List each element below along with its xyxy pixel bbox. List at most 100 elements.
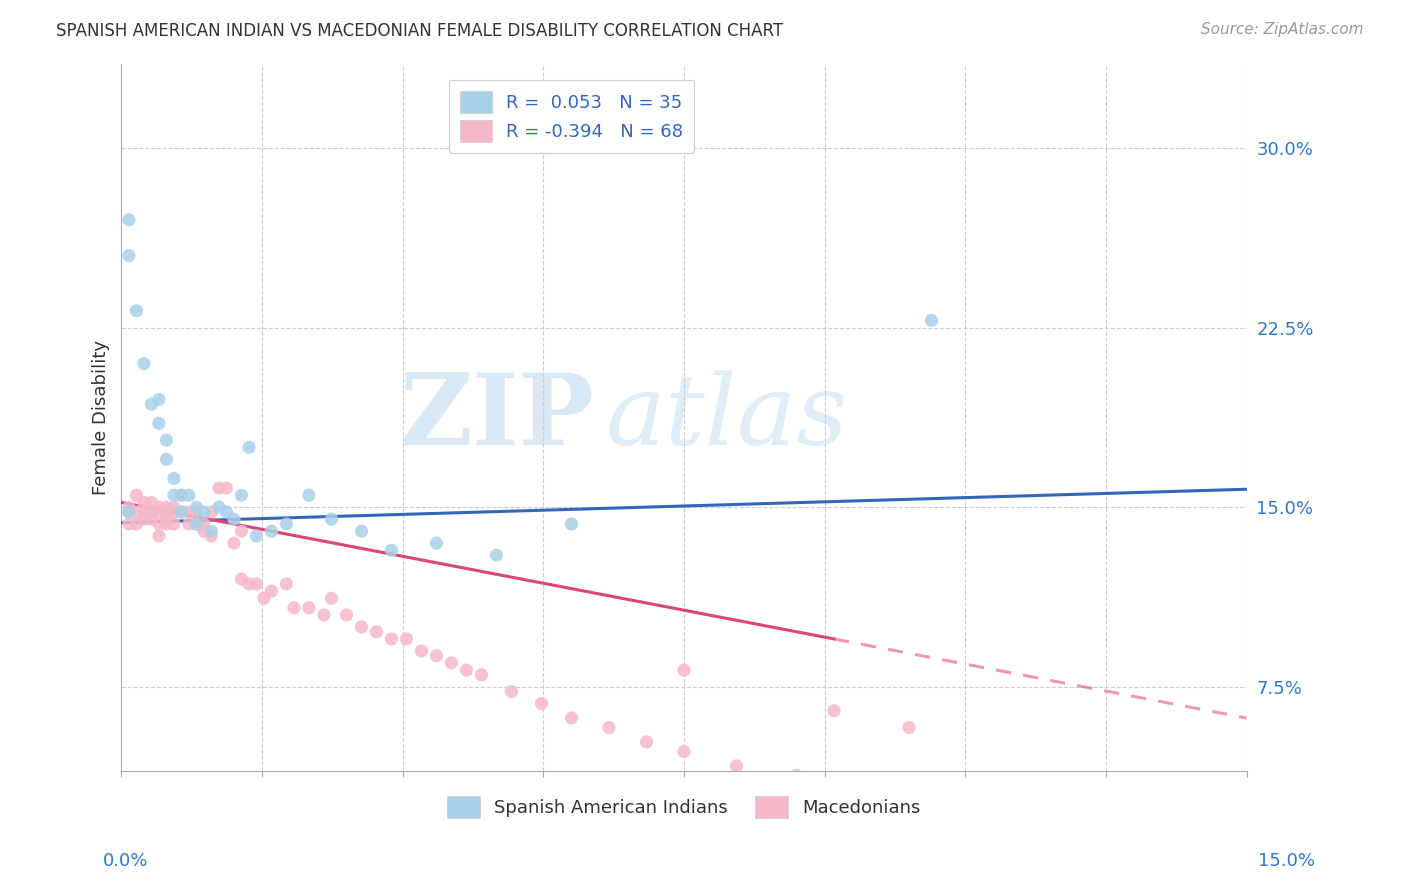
Point — [148, 505, 170, 519]
Point — [118, 212, 141, 227]
Point — [560, 711, 582, 725]
Point — [118, 505, 141, 519]
Point — [786, 768, 808, 782]
Point — [253, 591, 276, 606]
Point — [155, 512, 177, 526]
Point — [155, 452, 177, 467]
Point — [366, 624, 388, 639]
Text: ZIP: ZIP — [399, 369, 593, 466]
Point — [260, 584, 283, 599]
Point — [298, 600, 321, 615]
Point — [921, 313, 943, 327]
Point — [425, 536, 447, 550]
Point — [148, 529, 170, 543]
Point — [283, 600, 305, 615]
Point — [215, 505, 238, 519]
Point — [141, 505, 163, 519]
Point — [725, 759, 748, 773]
Point — [148, 392, 170, 407]
Point — [298, 488, 321, 502]
Point — [118, 500, 141, 515]
Point — [118, 505, 141, 519]
Point — [177, 516, 200, 531]
Point — [200, 505, 222, 519]
Text: 15.0%: 15.0% — [1257, 852, 1315, 870]
Legend: Spanish American Indians, Macedonians: Spanish American Indians, Macedonians — [440, 789, 928, 825]
Point — [186, 505, 208, 519]
Point — [186, 516, 208, 531]
Point — [125, 303, 148, 318]
Point — [350, 524, 373, 538]
Point — [598, 721, 620, 735]
Point — [411, 644, 433, 658]
Point — [231, 488, 253, 502]
Point — [898, 721, 921, 735]
Point — [321, 591, 343, 606]
Point — [132, 356, 155, 370]
Point — [163, 471, 186, 485]
Point — [380, 543, 402, 558]
Point — [485, 548, 508, 562]
Point — [560, 516, 582, 531]
Point — [215, 481, 238, 495]
Point — [276, 516, 298, 531]
Point — [222, 512, 245, 526]
Point — [186, 500, 208, 515]
Point — [208, 481, 231, 495]
Text: atlas: atlas — [605, 369, 848, 465]
Point — [672, 745, 695, 759]
Point — [395, 632, 418, 646]
Point — [193, 505, 215, 519]
Point — [200, 529, 222, 543]
Point — [125, 505, 148, 519]
Point — [163, 505, 186, 519]
Point — [238, 440, 260, 454]
Point — [148, 417, 170, 431]
Point — [177, 505, 200, 519]
Point — [238, 577, 260, 591]
Point — [125, 488, 148, 502]
Point — [231, 572, 253, 586]
Point — [380, 632, 402, 646]
Y-axis label: Female Disability: Female Disability — [93, 340, 110, 495]
Point — [470, 668, 492, 682]
Point — [186, 516, 208, 531]
Point — [132, 505, 155, 519]
Point — [636, 735, 658, 749]
Point — [155, 505, 177, 519]
Point — [335, 607, 357, 622]
Point — [530, 697, 553, 711]
Point — [321, 512, 343, 526]
Point — [440, 656, 463, 670]
Point — [177, 488, 200, 502]
Point — [141, 397, 163, 411]
Point — [132, 512, 155, 526]
Point — [501, 684, 523, 698]
Point — [245, 529, 267, 543]
Point — [350, 620, 373, 634]
Point — [260, 524, 283, 538]
Point — [170, 488, 193, 502]
Point — [163, 500, 186, 515]
Point — [118, 516, 141, 531]
Point — [823, 704, 845, 718]
Point — [163, 488, 186, 502]
Text: Source: ZipAtlas.com: Source: ZipAtlas.com — [1201, 22, 1364, 37]
Point — [148, 516, 170, 531]
Point — [141, 495, 163, 509]
Point — [208, 500, 231, 515]
Text: 0.0%: 0.0% — [103, 852, 148, 870]
Point — [425, 648, 447, 663]
Point — [141, 512, 163, 526]
Point — [170, 505, 193, 519]
Point — [163, 516, 186, 531]
Point — [170, 505, 193, 519]
Point — [125, 516, 148, 531]
Point — [193, 524, 215, 538]
Text: SPANISH AMERICAN INDIAN VS MACEDONIAN FEMALE DISABILITY CORRELATION CHART: SPANISH AMERICAN INDIAN VS MACEDONIAN FE… — [56, 22, 783, 40]
Point — [118, 249, 141, 263]
Point — [222, 536, 245, 550]
Point — [193, 516, 215, 531]
Point — [456, 663, 478, 677]
Point — [200, 524, 222, 538]
